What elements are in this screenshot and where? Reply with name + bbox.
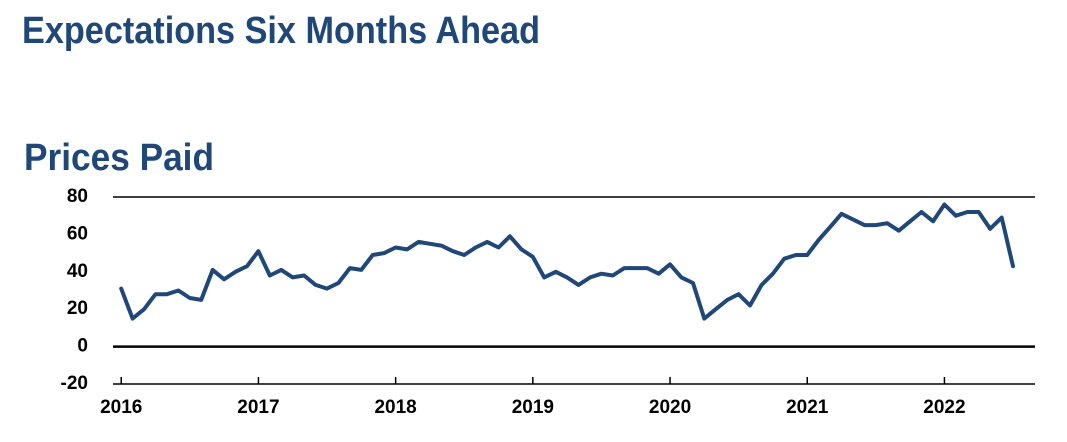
y-tick-label: 60: [67, 223, 88, 244]
chart-title: Expectations Six Months Ahead: [22, 10, 540, 52]
x-tick-label: 2019: [512, 397, 554, 418]
x-tick-label: 2022: [923, 397, 965, 418]
chart-subtitle: Prices Paid: [24, 137, 214, 179]
y-tick-label: -20: [61, 373, 88, 394]
data-line: [119, 202, 1015, 321]
y-tick-label: 80: [67, 186, 88, 207]
x-tick-label: 2017: [237, 397, 279, 418]
y-tick-label: 0: [77, 336, 88, 357]
x-tick-label: 2020: [649, 397, 691, 418]
x-tick-label: 2016: [100, 397, 142, 418]
y-tick-label: 40: [67, 261, 88, 282]
y-tick-label: 20: [67, 298, 88, 319]
x-tick-label: 2021: [786, 397, 829, 418]
x-tick-label: 2018: [374, 397, 416, 418]
